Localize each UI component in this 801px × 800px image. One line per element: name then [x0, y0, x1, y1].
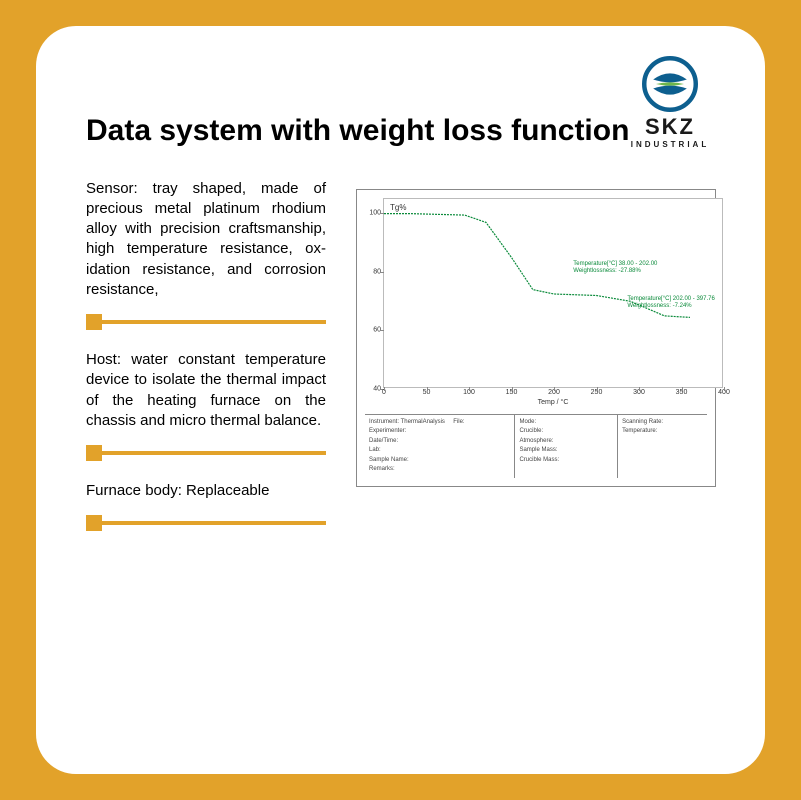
section-furnace: Furnace body: Replaceable [86, 481, 326, 501]
divider-box [86, 445, 102, 461]
content-card: SKZ INDUSTRIAL Data system with weight l… [36, 26, 765, 774]
chart-metadata-table: Instrument: ThermalAnalysis File:Experim… [365, 414, 707, 479]
brand-name: SKZ [615, 114, 725, 140]
x-axis-title: Temp / °C [538, 399, 569, 406]
divider-box [86, 515, 102, 531]
tga-chart: Tg% Temp / °C 40608010005010015020025030… [383, 198, 723, 388]
divider-line [102, 521, 326, 525]
section-sensor: Sensor: tray shaped, made of precious me… [86, 179, 326, 301]
divider [86, 515, 326, 531]
chart-annotation: Temperature[°C] 202.00 - 397.76Weightlos… [627, 296, 714, 310]
divider-line [102, 451, 326, 455]
divider-box [86, 314, 102, 330]
text-column: Sensor: tray shaped, made of precious me… [86, 179, 326, 552]
divider-line [102, 320, 326, 324]
divider [86, 314, 326, 330]
brand-subtitle: INDUSTRIAL [615, 140, 725, 149]
divider [86, 445, 326, 461]
chart-annotation: Temperature[°C] 38.00 - 202.00Weightloss… [573, 261, 657, 275]
chart-line [384, 199, 724, 389]
section-host: Host: water constant tem­perature device… [86, 350, 326, 431]
brand-logo: SKZ INDUSTRIAL [615, 56, 725, 149]
chart-column: Tg% Temp / °C 40608010005010015020025030… [356, 179, 716, 552]
content-row: Sensor: tray shaped, made of precious me… [86, 179, 715, 552]
chart-frame: Tg% Temp / °C 40608010005010015020025030… [356, 189, 716, 488]
logo-icon [642, 56, 698, 112]
